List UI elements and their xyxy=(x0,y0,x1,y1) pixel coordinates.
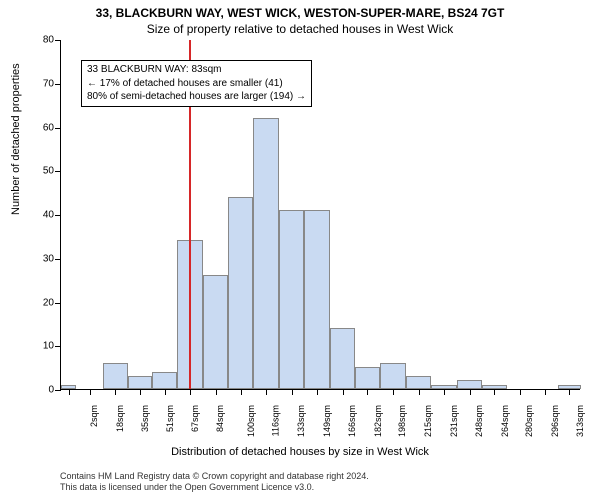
x-tick-label: 296sqm xyxy=(550,405,560,437)
x-tick xyxy=(367,389,368,395)
histogram-bar xyxy=(355,367,380,389)
x-tick-label: 166sqm xyxy=(347,405,357,437)
x-tick-label: 67sqm xyxy=(190,405,200,432)
x-tick-label: 2sqm xyxy=(89,405,99,427)
chart-container: 33, BLACKBURN WAY, WEST WICK, WESTON-SUP… xyxy=(0,0,600,500)
credit-line2: This data is licensed under the Open Gov… xyxy=(60,482,314,492)
x-tick xyxy=(317,389,318,395)
y-tick xyxy=(55,128,61,129)
title-address: 33, BLACKBURN WAY, WEST WICK, WESTON-SUP… xyxy=(0,6,600,20)
x-tick-label: 18sqm xyxy=(115,405,125,432)
y-tick-label: 70 xyxy=(24,78,54,89)
y-tick-label: 20 xyxy=(24,297,54,308)
title-subtitle: Size of property relative to detached ho… xyxy=(0,22,600,36)
histogram-bar xyxy=(406,376,431,389)
x-tick-label: 116sqm xyxy=(270,405,280,436)
x-tick xyxy=(69,389,70,395)
y-tick xyxy=(55,390,61,391)
x-tick xyxy=(444,389,445,395)
y-axis-label: Number of detached properties xyxy=(10,63,22,215)
x-tick xyxy=(419,389,420,395)
y-tick-label: 30 xyxy=(24,253,54,264)
x-tick xyxy=(470,389,471,395)
x-tick-label: 248sqm xyxy=(474,405,484,437)
y-tick-label: 60 xyxy=(24,122,54,133)
x-tick-label: 182sqm xyxy=(373,405,383,437)
x-tick-label: 100sqm xyxy=(246,405,256,437)
histogram-bar xyxy=(279,210,304,389)
histogram-bar xyxy=(103,363,128,389)
y-tick xyxy=(55,346,61,347)
x-tick-label: 149sqm xyxy=(322,405,332,437)
y-tick-label: 40 xyxy=(24,210,54,221)
plot-area: 010203040506070802sqm18sqm35sqm51sqm67sq… xyxy=(60,40,580,390)
y-tick-label: 50 xyxy=(24,166,54,177)
y-tick xyxy=(55,84,61,85)
x-tick xyxy=(393,389,394,395)
histogram-bar xyxy=(330,328,355,389)
x-tick xyxy=(494,389,495,395)
x-tick xyxy=(343,389,344,395)
x-tick-label: 198sqm xyxy=(397,405,407,437)
x-tick xyxy=(520,389,521,395)
info-line1: 33 BLACKBURN WAY: 83sqm xyxy=(87,63,306,77)
y-tick xyxy=(55,259,61,260)
x-tick xyxy=(165,389,166,395)
x-tick xyxy=(569,389,570,395)
x-tick xyxy=(241,389,242,395)
y-tick xyxy=(55,215,61,216)
x-tick xyxy=(545,389,546,395)
x-tick-label: 133sqm xyxy=(296,405,306,437)
credit-text: Contains HM Land Registry data © Crown c… xyxy=(0,471,600,494)
info-line2: ← 17% of detached houses are smaller (41… xyxy=(87,77,306,91)
x-tick xyxy=(266,389,267,395)
x-axis-label: Distribution of detached houses by size … xyxy=(0,446,600,458)
x-tick-label: 84sqm xyxy=(215,405,225,432)
histogram-bar xyxy=(304,210,330,389)
histogram-bar xyxy=(228,197,253,390)
y-tick xyxy=(55,40,61,41)
info-line3: 80% of semi-detached houses are larger (… xyxy=(87,90,306,104)
x-tick xyxy=(190,389,191,395)
x-tick-label: 231sqm xyxy=(449,405,459,437)
y-tick-label: 0 xyxy=(24,385,54,396)
histogram-bar xyxy=(128,376,153,389)
x-tick xyxy=(90,389,91,395)
y-tick-label: 80 xyxy=(24,35,54,46)
x-tick-label: 35sqm xyxy=(140,405,150,432)
credit-line1: Contains HM Land Registry data © Crown c… xyxy=(60,471,369,481)
histogram-bar xyxy=(380,363,406,389)
histogram-bar xyxy=(457,380,482,389)
y-tick xyxy=(55,171,61,172)
histogram-bar xyxy=(152,372,177,390)
x-tick xyxy=(115,389,116,395)
x-tick-label: 280sqm xyxy=(524,405,534,437)
y-tick xyxy=(55,303,61,304)
x-tick-label: 215sqm xyxy=(423,405,433,437)
x-tick-label: 313sqm xyxy=(575,405,585,437)
x-tick-label: 51sqm xyxy=(165,405,175,432)
histogram-bar xyxy=(253,118,279,389)
info-box: 33 BLACKBURN WAY: 83sqm← 17% of detached… xyxy=(81,60,312,107)
x-tick-label: 264sqm xyxy=(500,405,510,437)
x-tick xyxy=(140,389,141,395)
x-tick xyxy=(216,389,217,395)
x-tick xyxy=(292,389,293,395)
y-tick-label: 10 xyxy=(24,341,54,352)
histogram-bar xyxy=(203,275,228,389)
